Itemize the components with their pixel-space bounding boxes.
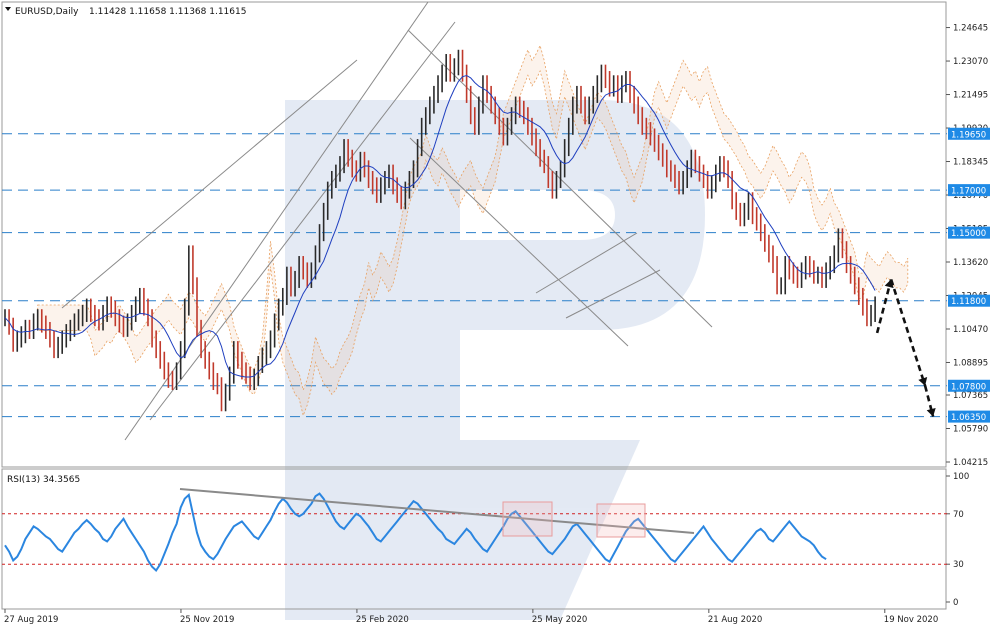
ma-line (4, 74, 876, 378)
rsi-line (4, 492, 827, 573)
price-tick-label: 1.10470 (953, 325, 988, 335)
date-label: 27 Aug 2019 (4, 615, 58, 625)
date-label: 21 Aug 2020 (708, 615, 762, 625)
rsi-tick-label: 100 (953, 472, 969, 482)
arrowhead-icon (884, 279, 894, 289)
rsi-panel-frame (1, 468, 947, 610)
price-tick-label: 1.23070 (953, 57, 988, 67)
rsi-highlight-box (596, 503, 646, 538)
rsi-label: RSI(13) 34.3565 (7, 475, 80, 485)
rsi-trendline (179, 488, 695, 534)
channel-line (565, 269, 661, 319)
level-tag-label: 1.06350 (951, 413, 986, 423)
level-tag (948, 226, 990, 239)
ohlc-values: 1.11428 1.11658 1.11368 1.11615 (89, 7, 246, 17)
level-tag (948, 379, 990, 392)
level-tag (948, 127, 990, 140)
ichimoku-cloud (37, 44, 909, 417)
price-tick-label: 1.04215 (953, 458, 988, 468)
cloud-area (37, 44, 909, 417)
rsi-plot (4, 488, 827, 573)
channel-line (535, 232, 638, 294)
level-tag-label: 1.17000 (951, 187, 986, 197)
watermark-logo (285, 100, 705, 620)
rsi-tick-label: 70 (953, 510, 964, 520)
projection-path (875, 279, 935, 417)
horizontal-levels: 1.19650 1.17000 1.15000 1.11800 1.07800 1.063… (2, 127, 990, 423)
date-label: 25 Nov 2019 (180, 615, 234, 625)
channel-line (409, 137, 629, 347)
price-axis: 1.246451.230701.214951.199201.183451.167… (946, 24, 988, 468)
price-tick-label: 1.07365 (953, 391, 988, 401)
level-tag-label: 1.11800 (951, 297, 986, 307)
price-tick-label: 1.08895 (953, 358, 988, 368)
level-tag (948, 410, 990, 423)
level-tag-label: 1.15000 (951, 229, 986, 239)
date-label: 25 Feb 2020 (356, 615, 409, 625)
rsi-tick-label: 30 (953, 560, 964, 570)
rsi-highlight-box (502, 501, 553, 537)
price-tick-label: 1.21495 (953, 91, 988, 101)
price-tick-label: 1.05790 (953, 425, 988, 435)
level-tag-label: 1.07800 (951, 382, 986, 392)
level-tag (948, 294, 990, 307)
date-axis: 27 Aug 2019 25 Nov 2019 25 Feb 2020 25 May … (4, 609, 938, 625)
arrowhead-icon (926, 407, 936, 417)
price-panel-frame (1, 1, 947, 468)
price-candles (4, 49, 876, 412)
channel-line (124, 1, 429, 441)
price-tick-label: 1.18345 (953, 158, 988, 168)
chart-header: EURUSD,Daily 1.11428 1.11658 1.11368 1.1… (5, 7, 246, 17)
symbol-label: EURUSD,Daily (15, 7, 79, 17)
arrowhead-icon (918, 377, 928, 386)
moving-average (4, 74, 876, 378)
date-label: 25 May 2020 (532, 615, 587, 625)
rsi-tick-label: 0 (953, 598, 958, 608)
price-tick-label: 1.24645 (953, 24, 988, 34)
date-label: 19 Nov 2020 (884, 615, 938, 625)
level-tag-label: 1.19650 (951, 130, 986, 140)
channel-line (61, 59, 358, 309)
price-tick-label: 1.13620 (953, 258, 988, 268)
level-tag (948, 184, 990, 197)
projection-arrows (875, 279, 936, 417)
chevron-down-icon[interactable] (5, 7, 11, 11)
